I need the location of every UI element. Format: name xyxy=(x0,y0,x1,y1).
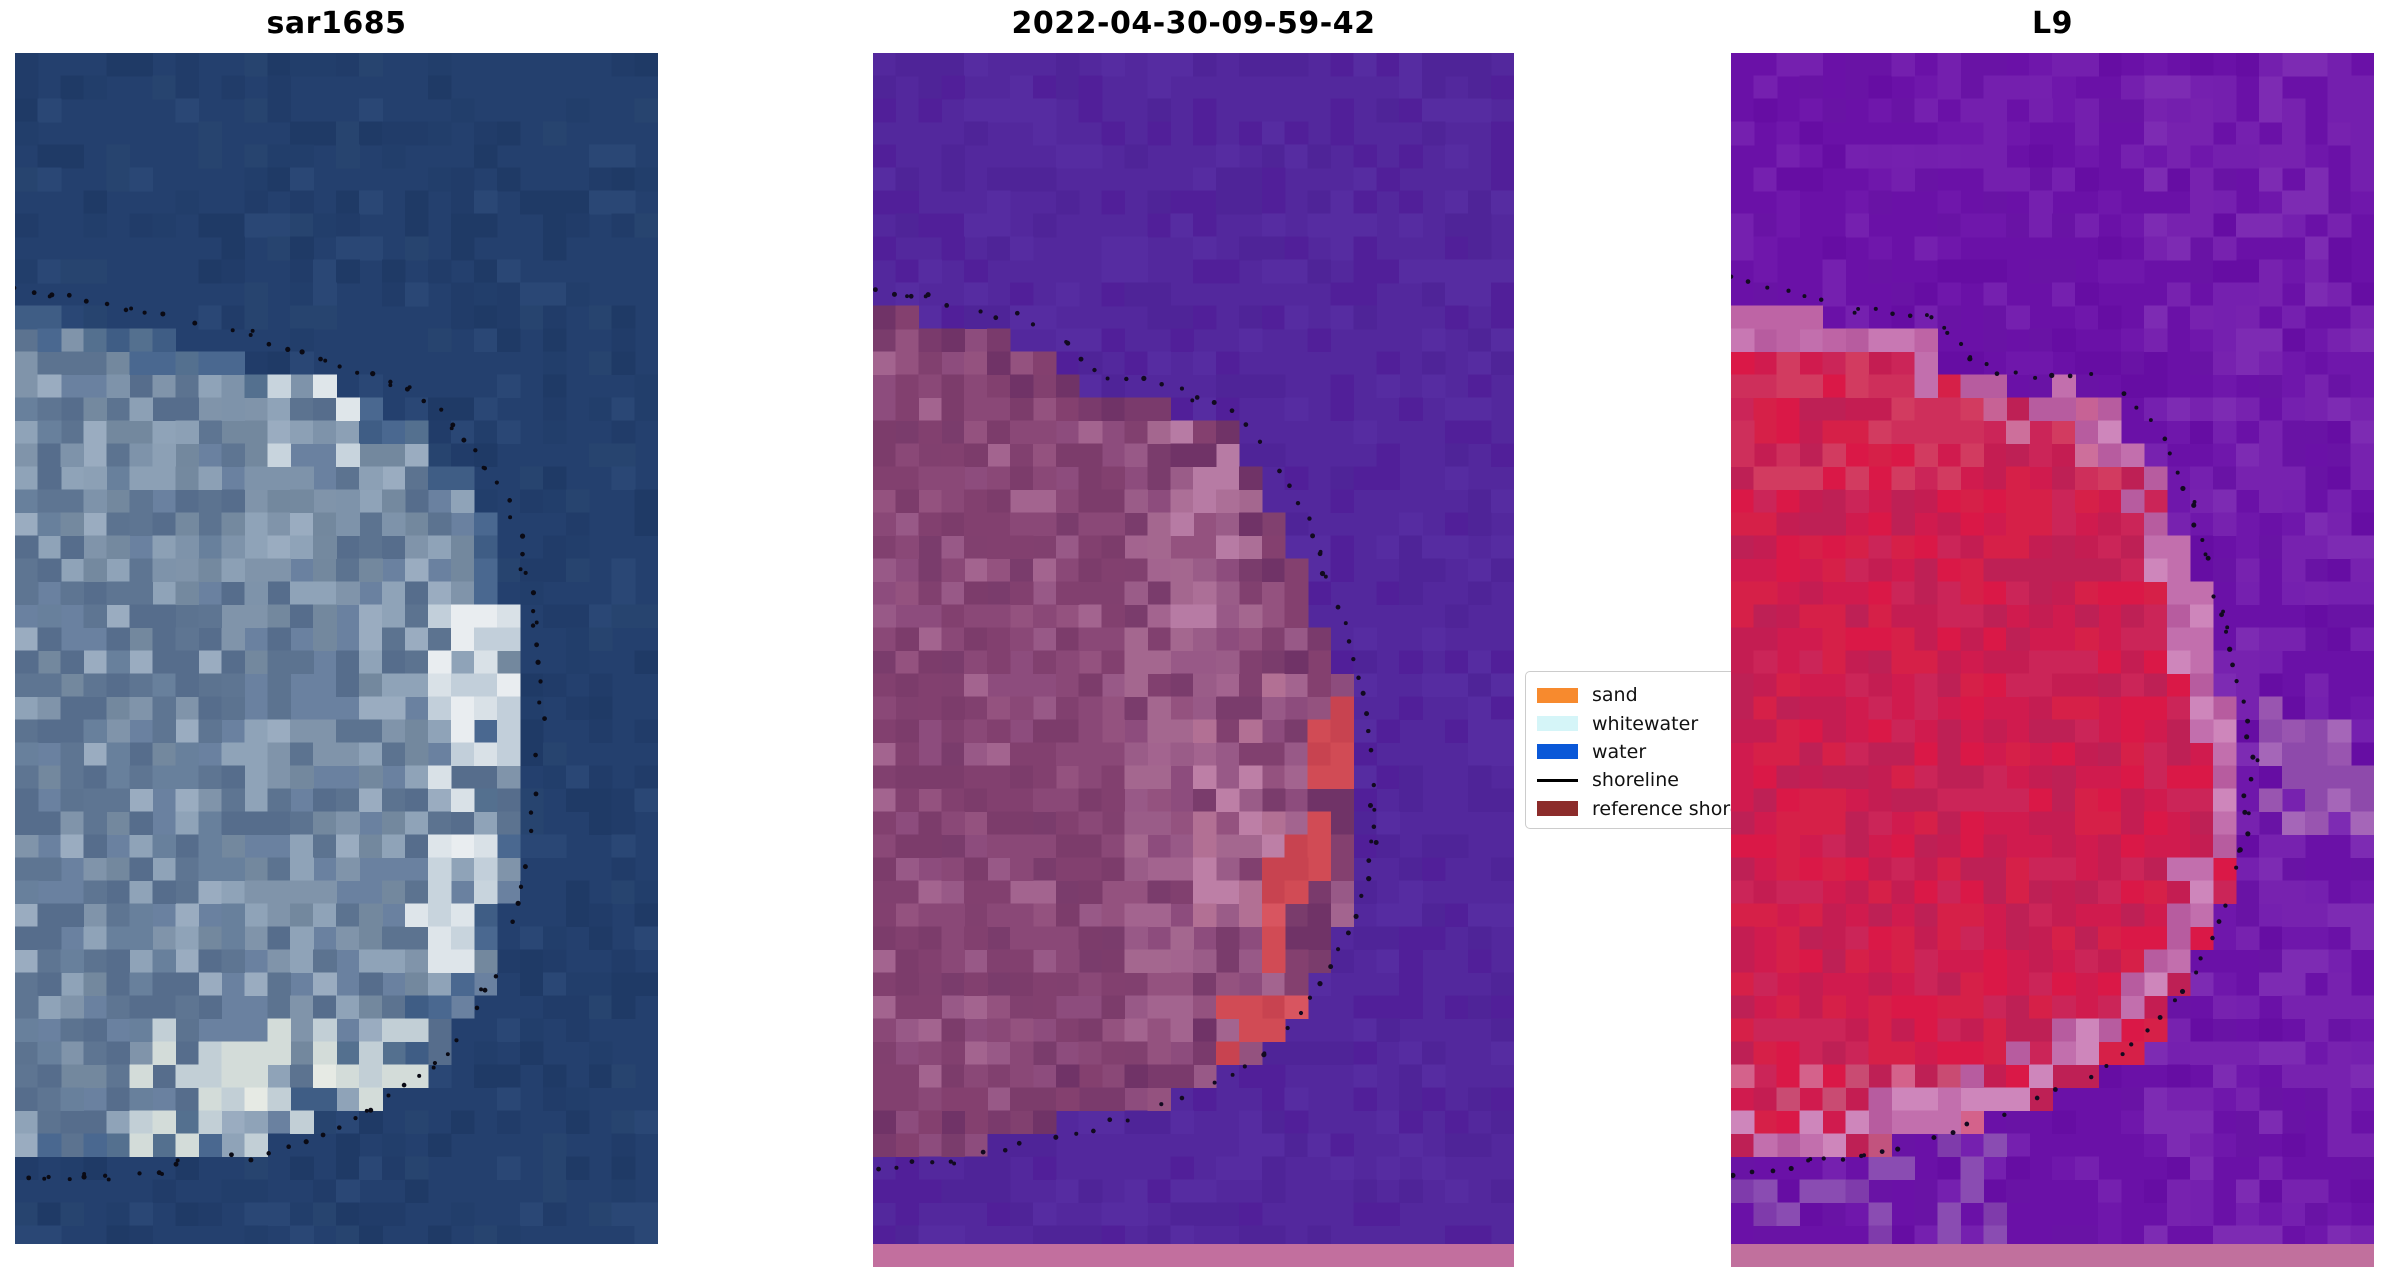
legend-swatch-sand-icon xyxy=(1537,687,1578,703)
legend-swatch-whitewater-icon xyxy=(1537,716,1578,732)
legend-entry: whitewater xyxy=(1537,709,1816,737)
legend-entry: shoreline xyxy=(1537,766,1816,794)
legend-swatch-reference-shoreline-icon xyxy=(1537,801,1578,817)
legend-line-icon xyxy=(1537,778,1578,782)
panel-title-sar1685: sar1685 xyxy=(266,6,407,41)
panel-title-date: 2022-04-30-09-59-42 xyxy=(1011,6,1376,41)
legend-label: shoreline xyxy=(1592,769,1679,792)
legend-entry: reference shoreline xyxy=(1537,795,1816,823)
classified-image xyxy=(873,53,1514,1267)
legend-swatch-shoreline-icon xyxy=(1537,773,1578,788)
panel-image-classified xyxy=(873,53,1514,1267)
legend-label: reference shoreline xyxy=(1592,797,1776,820)
legend-label: sand xyxy=(1592,684,1638,707)
l9-image xyxy=(1731,53,2374,1267)
legend-label: water xyxy=(1592,740,1647,763)
legend-entry: sand xyxy=(1537,681,1816,709)
panel-image-l9 xyxy=(1731,53,2374,1267)
panel-image-sar1685 xyxy=(15,53,658,1244)
legend-entry: water xyxy=(1537,738,1816,766)
legend-label: whitewater xyxy=(1592,712,1699,735)
panel-title-l9: L9 xyxy=(2032,6,2073,41)
legend-swatch-water-icon xyxy=(1537,744,1578,760)
sar-image xyxy=(15,53,658,1244)
